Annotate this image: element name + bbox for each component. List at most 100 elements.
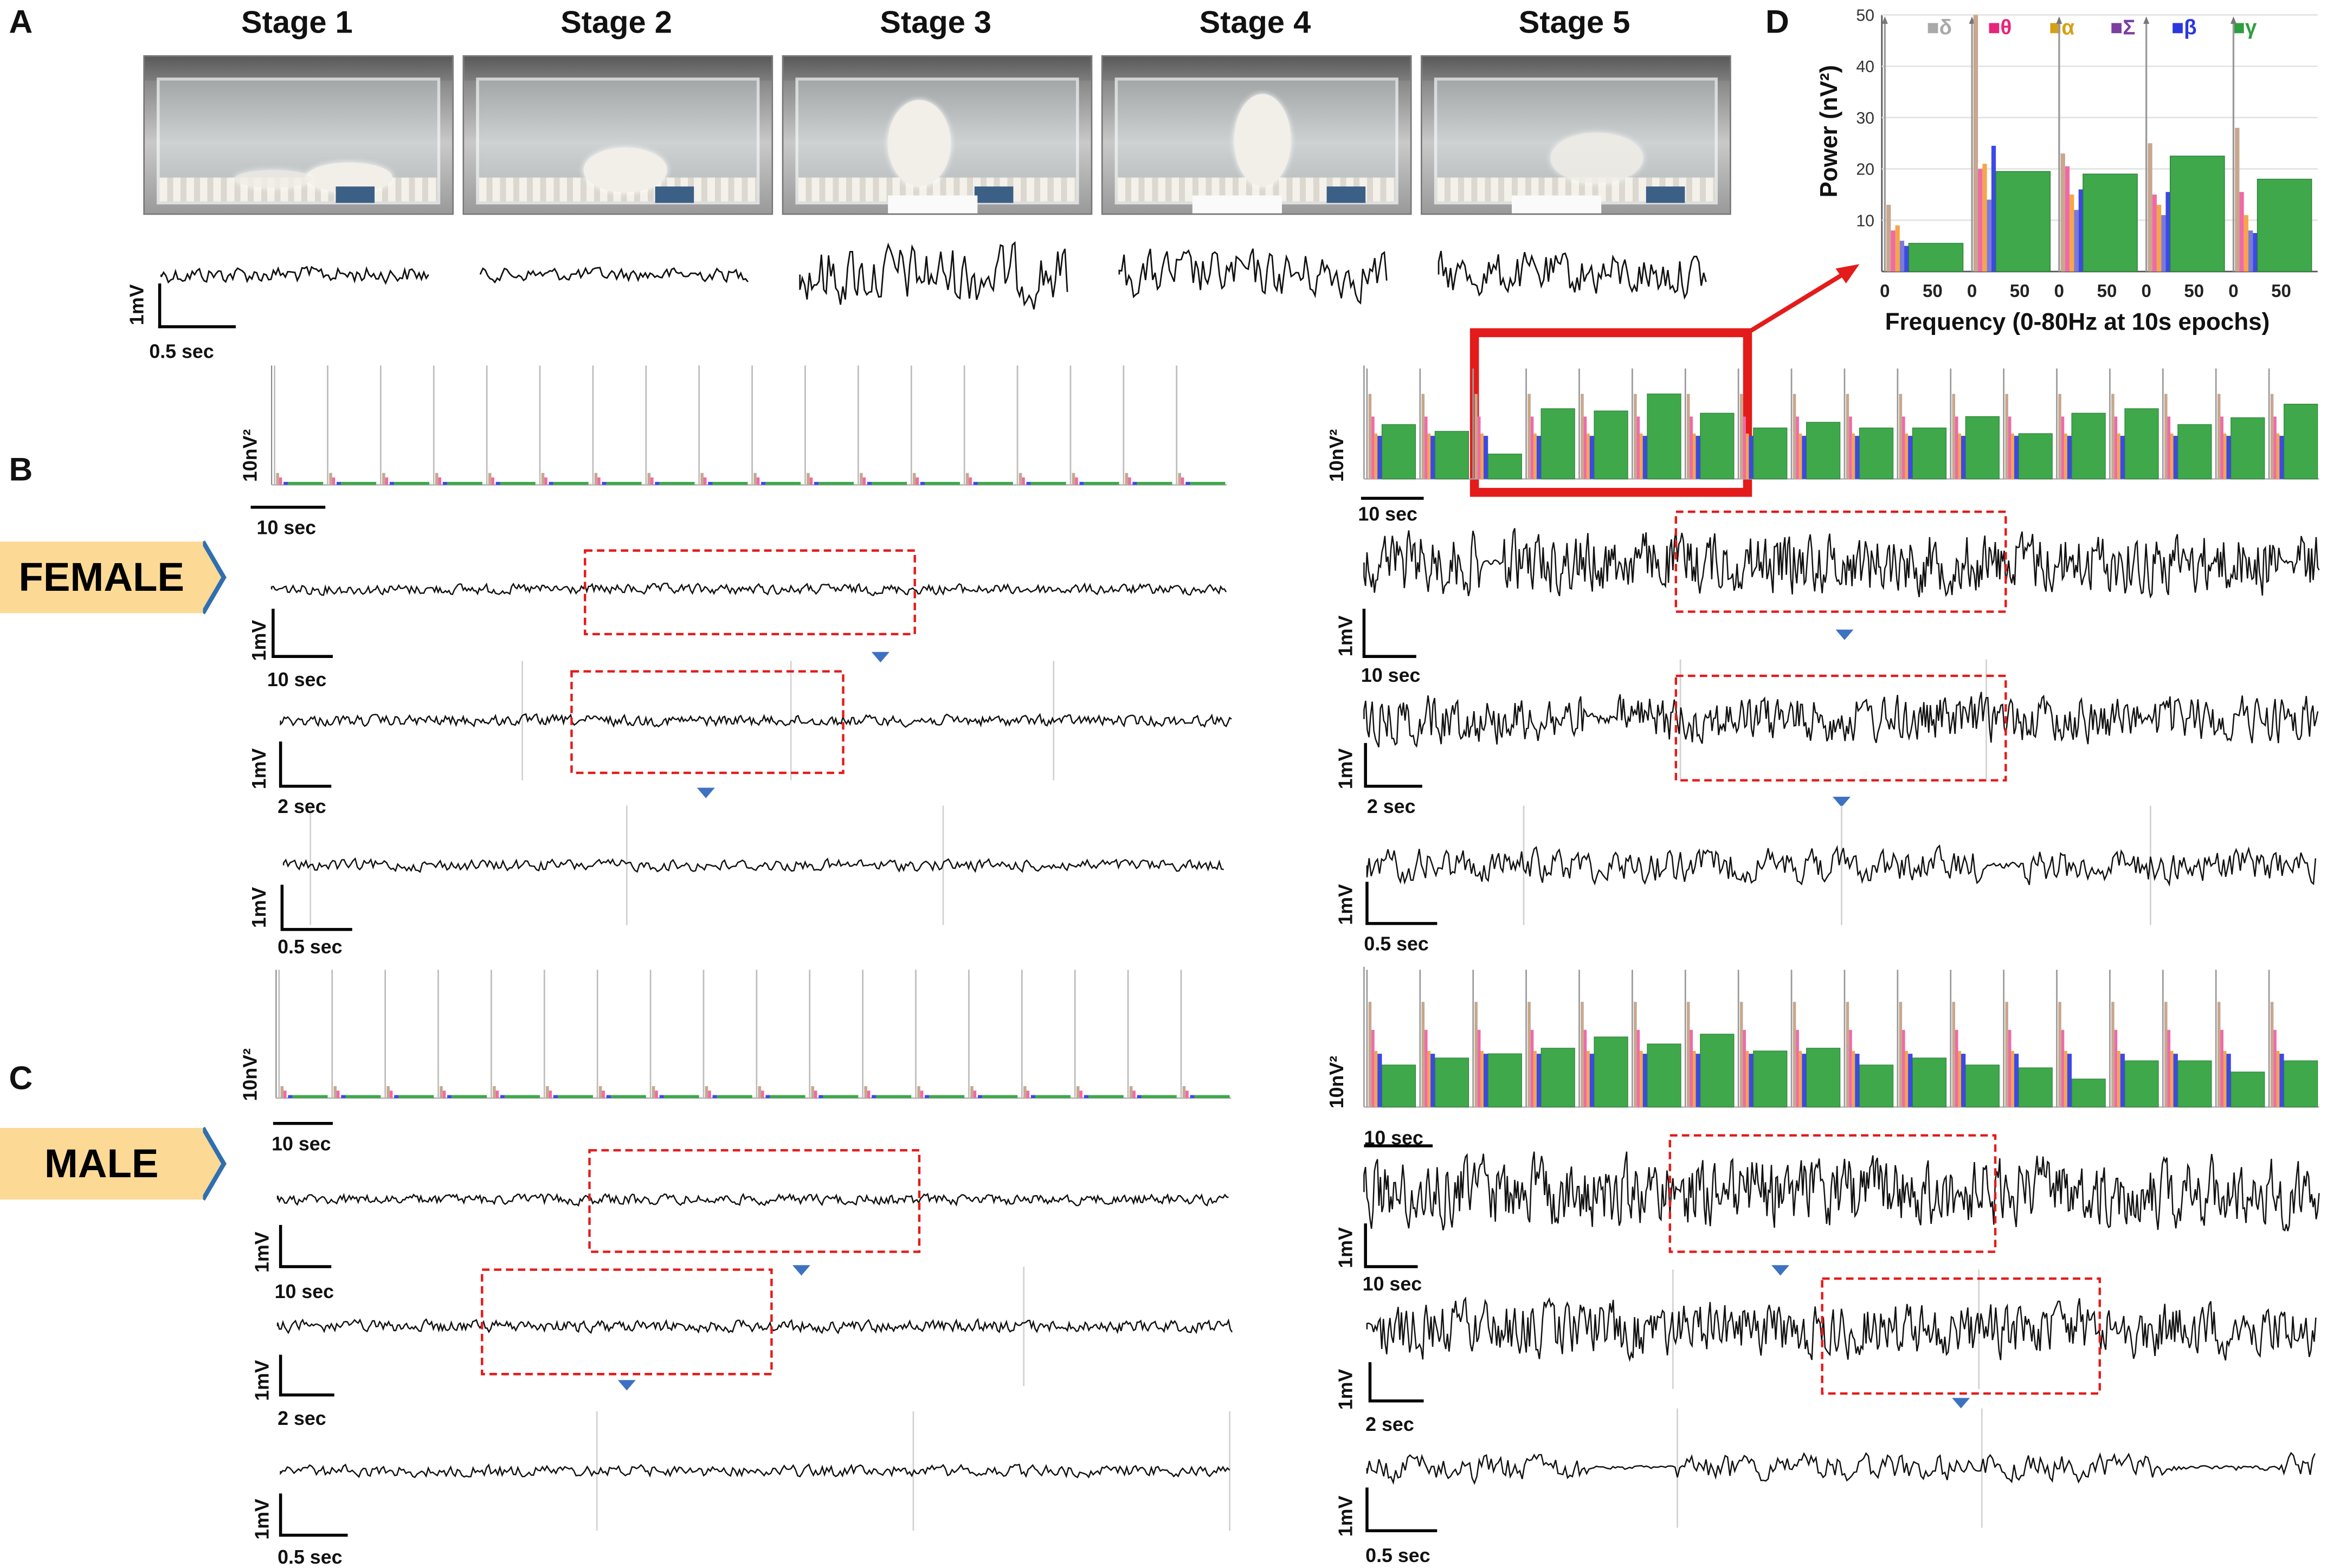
bar-delta <box>1421 1002 1425 1107</box>
bar-alpha <box>1798 433 1802 479</box>
bar-beta <box>1430 1054 1435 1107</box>
bar-alpha <box>1374 433 1378 479</box>
bar-theta <box>1075 477 1078 485</box>
bar-beta <box>1079 482 1084 485</box>
bar-beta <box>1377 436 1382 479</box>
bar-gamma <box>925 482 960 485</box>
bar-theta <box>1902 416 1905 479</box>
bar-theta <box>2220 416 2223 479</box>
eeg-trace <box>276 1192 1229 1207</box>
bar-theta <box>2065 166 2070 272</box>
bar-delta <box>1368 1002 1372 1107</box>
bar-alpha <box>1427 433 1431 479</box>
bar-beta <box>1030 1095 1036 1098</box>
bar-gamma <box>1084 482 1119 485</box>
bar-beta <box>2253 233 2258 272</box>
bar-delta <box>1421 393 1425 479</box>
bar-theta <box>1743 1030 1746 1107</box>
scale-time-b-right-1: 10 sec <box>1361 663 1421 687</box>
bar-delta <box>1527 393 1531 479</box>
bar-gamma <box>2071 412 2106 480</box>
bar-sigma <box>2074 210 2079 272</box>
bar-theta <box>2061 1030 2065 1107</box>
bar-gamma <box>929 1095 965 1098</box>
bar-alpha <box>1533 433 1537 479</box>
down-arrow-icon <box>617 1380 636 1391</box>
bar-beta <box>765 1095 770 1098</box>
bar-theta <box>491 477 494 485</box>
bar-theta <box>549 1090 552 1098</box>
bar-delta <box>1076 1086 1080 1098</box>
scale-power-b-right: 10nV² <box>1325 429 1348 482</box>
bar-gamma <box>823 1095 859 1098</box>
scale-time-c-right-1: 10 sec <box>1362 1273 1422 1295</box>
bar-alpha <box>1640 1051 1643 1107</box>
bar-delta <box>276 473 279 485</box>
bar-theta <box>1796 1030 1799 1107</box>
bar-beta <box>1536 436 1542 479</box>
power-spectrum-chart: Power (nV²) Frequency (0-80Hz at 10s epo… <box>1816 7 2318 335</box>
bar-theta <box>1636 1030 1640 1107</box>
bar-gamma <box>1381 1064 1416 1108</box>
bar-gamma <box>1806 1048 1841 1108</box>
bar-gamma <box>1540 408 1575 480</box>
eeg-trace <box>282 857 1224 873</box>
bar-theta <box>544 477 547 485</box>
bar-alpha <box>1905 1051 1909 1107</box>
bar-gamma <box>818 482 854 485</box>
bar-alpha <box>2223 1051 2227 1107</box>
spectrogram-strip <box>1363 966 2319 1108</box>
bar-theta <box>1128 477 1131 485</box>
bar-gamma <box>1190 482 1226 485</box>
bar-delta <box>2270 1002 2274 1107</box>
legend-entry: ■α <box>2049 16 2074 39</box>
bar-gamma <box>1194 1095 1230 1098</box>
zoom-arrow-head <box>1835 264 1860 284</box>
bar-beta <box>283 482 288 485</box>
bar-alpha <box>1640 433 1643 479</box>
bar-delta <box>2164 393 2168 479</box>
bar-alpha <box>2156 204 2162 272</box>
scale-time-b-left-spectro: 10 sec <box>256 516 317 539</box>
bar-theta <box>279 477 282 485</box>
bar-gamma <box>447 482 482 485</box>
bar-beta <box>549 482 553 485</box>
legend-entry: ■δ <box>1926 16 1952 39</box>
bar-gamma <box>288 482 324 485</box>
bar-theta <box>708 1090 711 1098</box>
bar-beta <box>977 1095 983 1098</box>
bar-beta <box>1589 436 1595 479</box>
bar-beta <box>2120 436 2125 479</box>
zoom-connector <box>1469 264 1860 497</box>
eeg-trace <box>1366 1451 2316 1485</box>
bar-delta <box>280 1086 284 1098</box>
bar-theta <box>1132 1090 1136 1098</box>
bar-beta <box>1026 482 1031 485</box>
scale-mv-b-left-1: 1mV <box>248 620 270 661</box>
bar-theta <box>1583 1030 1587 1107</box>
eeg-trace-strip <box>270 582 1227 597</box>
bar-delta <box>647 473 651 485</box>
bar-delta <box>1527 1002 1531 1107</box>
bar-delta <box>1474 393 1478 479</box>
bar-theta <box>389 1090 393 1098</box>
bar-delta <box>1846 393 1849 479</box>
bar-beta <box>1483 436 1488 479</box>
bar-beta <box>2014 436 2019 479</box>
bar-delta <box>1182 1086 1186 1098</box>
eeg-trace-stage-1 <box>160 266 429 285</box>
scale-time-b-right-2: 2 sec <box>1366 795 1416 818</box>
bar-gamma <box>345 1095 381 1098</box>
bar-alpha <box>1745 1051 1749 1107</box>
scale-mv-c-right-2: 1mV <box>1334 1369 1357 1410</box>
bar-theta <box>1978 169 1983 272</box>
bar-alpha <box>2244 215 2248 272</box>
bar-beta <box>1908 436 1913 479</box>
bar-theta <box>602 1090 605 1098</box>
bar-gamma <box>394 482 430 485</box>
bar-theta <box>1583 416 1587 479</box>
down-arrow-icon <box>1832 796 1851 808</box>
bar-gamma <box>1647 393 1681 480</box>
